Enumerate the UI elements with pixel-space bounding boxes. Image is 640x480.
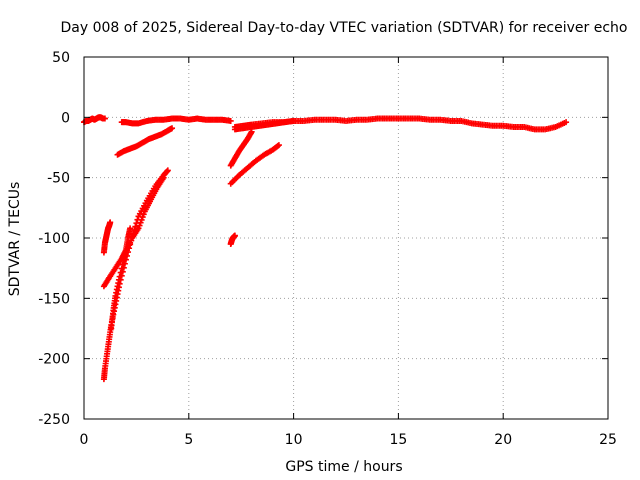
- x-tick-label: 25: [599, 432, 617, 448]
- data-point: [160, 174, 167, 181]
- data-point: [132, 223, 139, 230]
- series: [118, 115, 234, 127]
- data-point: [117, 269, 124, 276]
- data-points: [81, 114, 570, 383]
- data-point: [135, 225, 142, 232]
- y-tick-label: -150: [38, 291, 70, 307]
- y-tick-label: -250: [38, 412, 70, 428]
- series: [231, 117, 297, 133]
- chart-title: Day 008 of 2025, Sidereal Day-to-day VTE…: [61, 20, 628, 36]
- y-axis-label: SDTVAR / TECUs: [7, 182, 23, 297]
- y-tick-label: -200: [38, 352, 70, 368]
- x-tick-label: 15: [389, 432, 407, 448]
- data-point: [107, 219, 114, 226]
- data-point: [169, 125, 176, 132]
- data-point: [118, 265, 125, 272]
- data-point: [119, 261, 126, 268]
- grid: [84, 57, 608, 419]
- x-tick-label: 0: [80, 432, 89, 448]
- series: [81, 114, 108, 126]
- data-point: [275, 142, 282, 149]
- data-point: [116, 273, 123, 280]
- y-tick-label: 0: [61, 110, 70, 126]
- data-point: [140, 211, 147, 218]
- series: [227, 232, 238, 248]
- x-tick-label: 20: [494, 432, 512, 448]
- series: [227, 142, 282, 187]
- data-point: [231, 232, 238, 239]
- series: [227, 128, 255, 169]
- series: [100, 225, 134, 290]
- x-axis-label: GPS time / hours: [285, 459, 402, 475]
- data-point: [101, 115, 108, 122]
- x-tick-label: 10: [285, 432, 303, 448]
- data-point: [227, 117, 234, 124]
- data-point: [137, 219, 144, 226]
- data-point: [563, 119, 570, 126]
- data-point: [127, 225, 134, 232]
- data-point: [138, 216, 145, 223]
- series: [114, 125, 176, 158]
- data-point: [274, 142, 281, 149]
- series: [100, 219, 114, 256]
- y-tick-label: 50: [52, 50, 70, 66]
- data-point: [139, 214, 146, 221]
- x-tick-label: 5: [184, 432, 193, 448]
- axis-ticks: 0 5 10 15 20 25 -250 -200 -150 -100 -50 0 50: [38, 50, 617, 448]
- data-point: [164, 167, 171, 174]
- data-point: [290, 117, 297, 124]
- y-tick-label: -50: [47, 171, 70, 187]
- data-point: [136, 222, 143, 229]
- y-tick-label: -100: [38, 231, 70, 247]
